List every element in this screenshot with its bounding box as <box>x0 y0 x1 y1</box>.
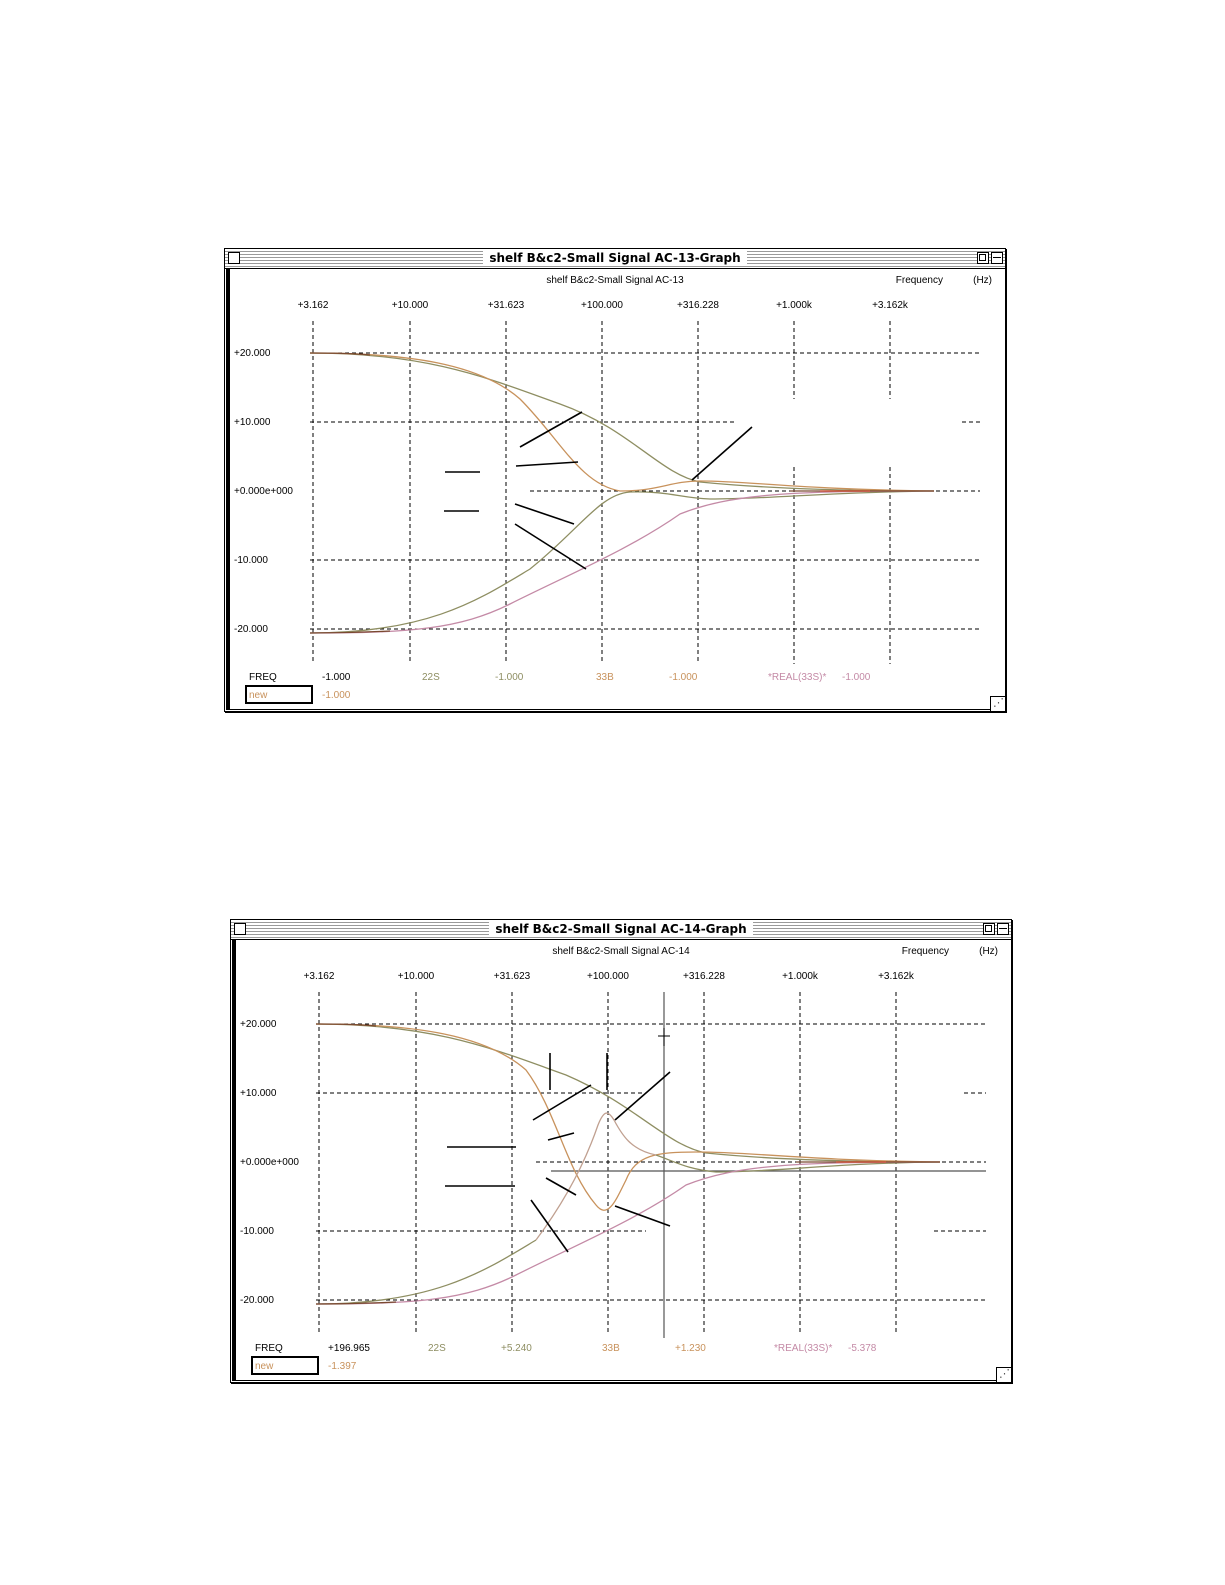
y-tick-label: +10.000 <box>240 1088 277 1099</box>
annotation-line <box>519 411 583 448</box>
x-tick-label: +316.228 <box>683 971 725 982</box>
x-tick-label: +1.000k <box>776 300 813 311</box>
cursor-lines <box>551 992 986 1338</box>
annotation-line <box>530 1199 569 1253</box>
new-input-value[interactable]: new <box>249 690 268 701</box>
annotation-line <box>547 1132 575 1141</box>
plot-title: shelf B&c2-Small Signal AC-13 <box>546 275 684 286</box>
series-value-33b: -1.000 <box>669 672 698 683</box>
curve-22s-upper <box>315 1023 941 1163</box>
freq-value: +196.965 <box>328 1343 370 1354</box>
x-tick-label: +31.623 <box>488 300 525 311</box>
curve-real33s <box>309 490 935 634</box>
title-bar[interactable]: shelf B&c2-Small Signal AC-13-Graph <box>225 249 1005 269</box>
series-name-33b: 33B <box>602 1343 620 1354</box>
series-name-22s: 22S <box>428 1343 446 1354</box>
close-box-icon[interactable] <box>234 923 246 935</box>
resize-grip-icon[interactable] <box>990 696 1005 711</box>
annotation-line <box>514 523 587 570</box>
annotation-line <box>514 503 575 525</box>
series-value-22s: +5.240 <box>501 1343 532 1354</box>
x-tick-label: +100.000 <box>587 971 629 982</box>
plot-area[interactable]: shelf B&c2-Small Signal AC-13 Frequency … <box>226 269 1004 710</box>
annotation-line <box>614 1205 671 1227</box>
x-tick-label: +31.623 <box>494 971 531 982</box>
series-name-real33s: *REAL(33S)* <box>768 672 826 683</box>
collapse-box-icon[interactable] <box>991 252 1003 264</box>
y-tick-label: +10.000 <box>234 417 271 428</box>
new-input-value[interactable]: new <box>255 1361 274 1372</box>
new-input-box[interactable] <box>251 1356 319 1375</box>
crosshair-cursor-icon <box>658 1028 670 1046</box>
graph-window-ac14[interactable]: shelf B&c2-Small Signal AC-14-Graph shel… <box>230 919 1012 1383</box>
x-tick-label: +100.000 <box>581 300 623 311</box>
series-name-33b: 33B <box>596 672 614 683</box>
series-value-22s: -1.000 <box>495 672 524 683</box>
x-tick-label: +10.000 <box>392 300 429 311</box>
annotation-line <box>614 1071 671 1121</box>
collapse-box-icon[interactable] <box>997 923 1009 935</box>
annotation-line <box>691 426 753 481</box>
x-axis-label: Frequency <box>896 275 943 286</box>
curve-real33s <box>315 1161 941 1305</box>
series-value-real33s: -5.378 <box>848 1343 877 1354</box>
annotation-line <box>545 1177 577 1196</box>
curves <box>315 1023 941 1305</box>
window-title: shelf B&c2-Small Signal AC-13-Graph <box>483 251 747 265</box>
curve-22s-upper <box>309 352 935 492</box>
series-name-real33s: *REAL(33S)* <box>774 1343 832 1354</box>
title-bar[interactable]: shelf B&c2-Small Signal AC-14-Graph <box>231 920 1011 940</box>
x-tick-label: +3.162k <box>872 300 909 311</box>
zoom-box-icon[interactable] <box>983 923 995 935</box>
y-tick-label: -10.000 <box>234 555 268 566</box>
y-tick-label: -20.000 <box>240 1295 274 1306</box>
curves <box>309 352 935 634</box>
close-box-icon[interactable] <box>228 252 240 264</box>
y-tick-label: +20.000 <box>234 348 271 359</box>
new-input-box[interactable] <box>245 685 313 704</box>
freq-value: -1.000 <box>322 672 351 683</box>
y-tick-label: +20.000 <box>240 1019 277 1030</box>
x-axis-unit: (Hz) <box>973 275 992 286</box>
y-tick-label: -20.000 <box>234 624 268 635</box>
x-tick-label: +1.000k <box>782 971 819 982</box>
series-name-22s: 22S <box>422 672 440 683</box>
x-tick-label: +316.228 <box>677 300 719 311</box>
plot-title: shelf B&c2-Small Signal AC-14 <box>552 946 690 957</box>
curve-22s-lower <box>315 1154 941 1305</box>
curve-33b-upper <box>315 1023 941 1211</box>
curve-33b-upper <box>309 352 935 492</box>
x-tick-label: +3.162k <box>878 971 915 982</box>
curve-dark <box>315 1023 940 1305</box>
annotation-lines <box>445 1053 671 1253</box>
freq-label: FREQ <box>249 672 277 683</box>
resize-grip-icon[interactable] <box>996 1367 1011 1382</box>
x-tick-label: +3.162 <box>304 971 335 982</box>
input-below-value: -1.397 <box>328 1361 357 1372</box>
annotation-line <box>532 1084 592 1121</box>
curve-22s-resonance <box>535 1112 657 1241</box>
zoom-box-icon[interactable] <box>977 252 989 264</box>
y-tick-label: +0.000e+000 <box>240 1157 299 1168</box>
graph-svg: shelf B&c2-Small Signal AC-14 Frequency … <box>240 946 998 1375</box>
y-tick-label: +0.000e+000 <box>234 486 293 497</box>
plot-area[interactable]: shelf B&c2-Small Signal AC-14 Frequency … <box>232 940 1010 1381</box>
input-below-value: -1.000 <box>322 690 351 701</box>
curve-22s-lower <box>309 490 935 634</box>
annotation-line <box>515 461 579 467</box>
series-value-real33s: -1.000 <box>842 672 871 683</box>
annotation-lines <box>444 411 753 570</box>
y-tick-label: -10.000 <box>240 1226 274 1237</box>
x-axis-label: Frequency <box>902 946 949 957</box>
window-title: shelf B&c2-Small Signal AC-14-Graph <box>489 922 753 936</box>
x-axis-unit: (Hz) <box>979 946 998 957</box>
graph-window-ac13[interactable]: shelf B&c2-Small Signal AC-13-Graph shel… <box>224 248 1006 712</box>
x-tick-label: +3.162 <box>298 300 329 311</box>
x-tick-label: +10.000 <box>398 971 435 982</box>
freq-label: FREQ <box>255 1343 283 1354</box>
graph-svg: shelf B&c2-Small Signal AC-13 Frequency … <box>234 275 992 704</box>
series-value-33b: +1.230 <box>675 1343 706 1354</box>
